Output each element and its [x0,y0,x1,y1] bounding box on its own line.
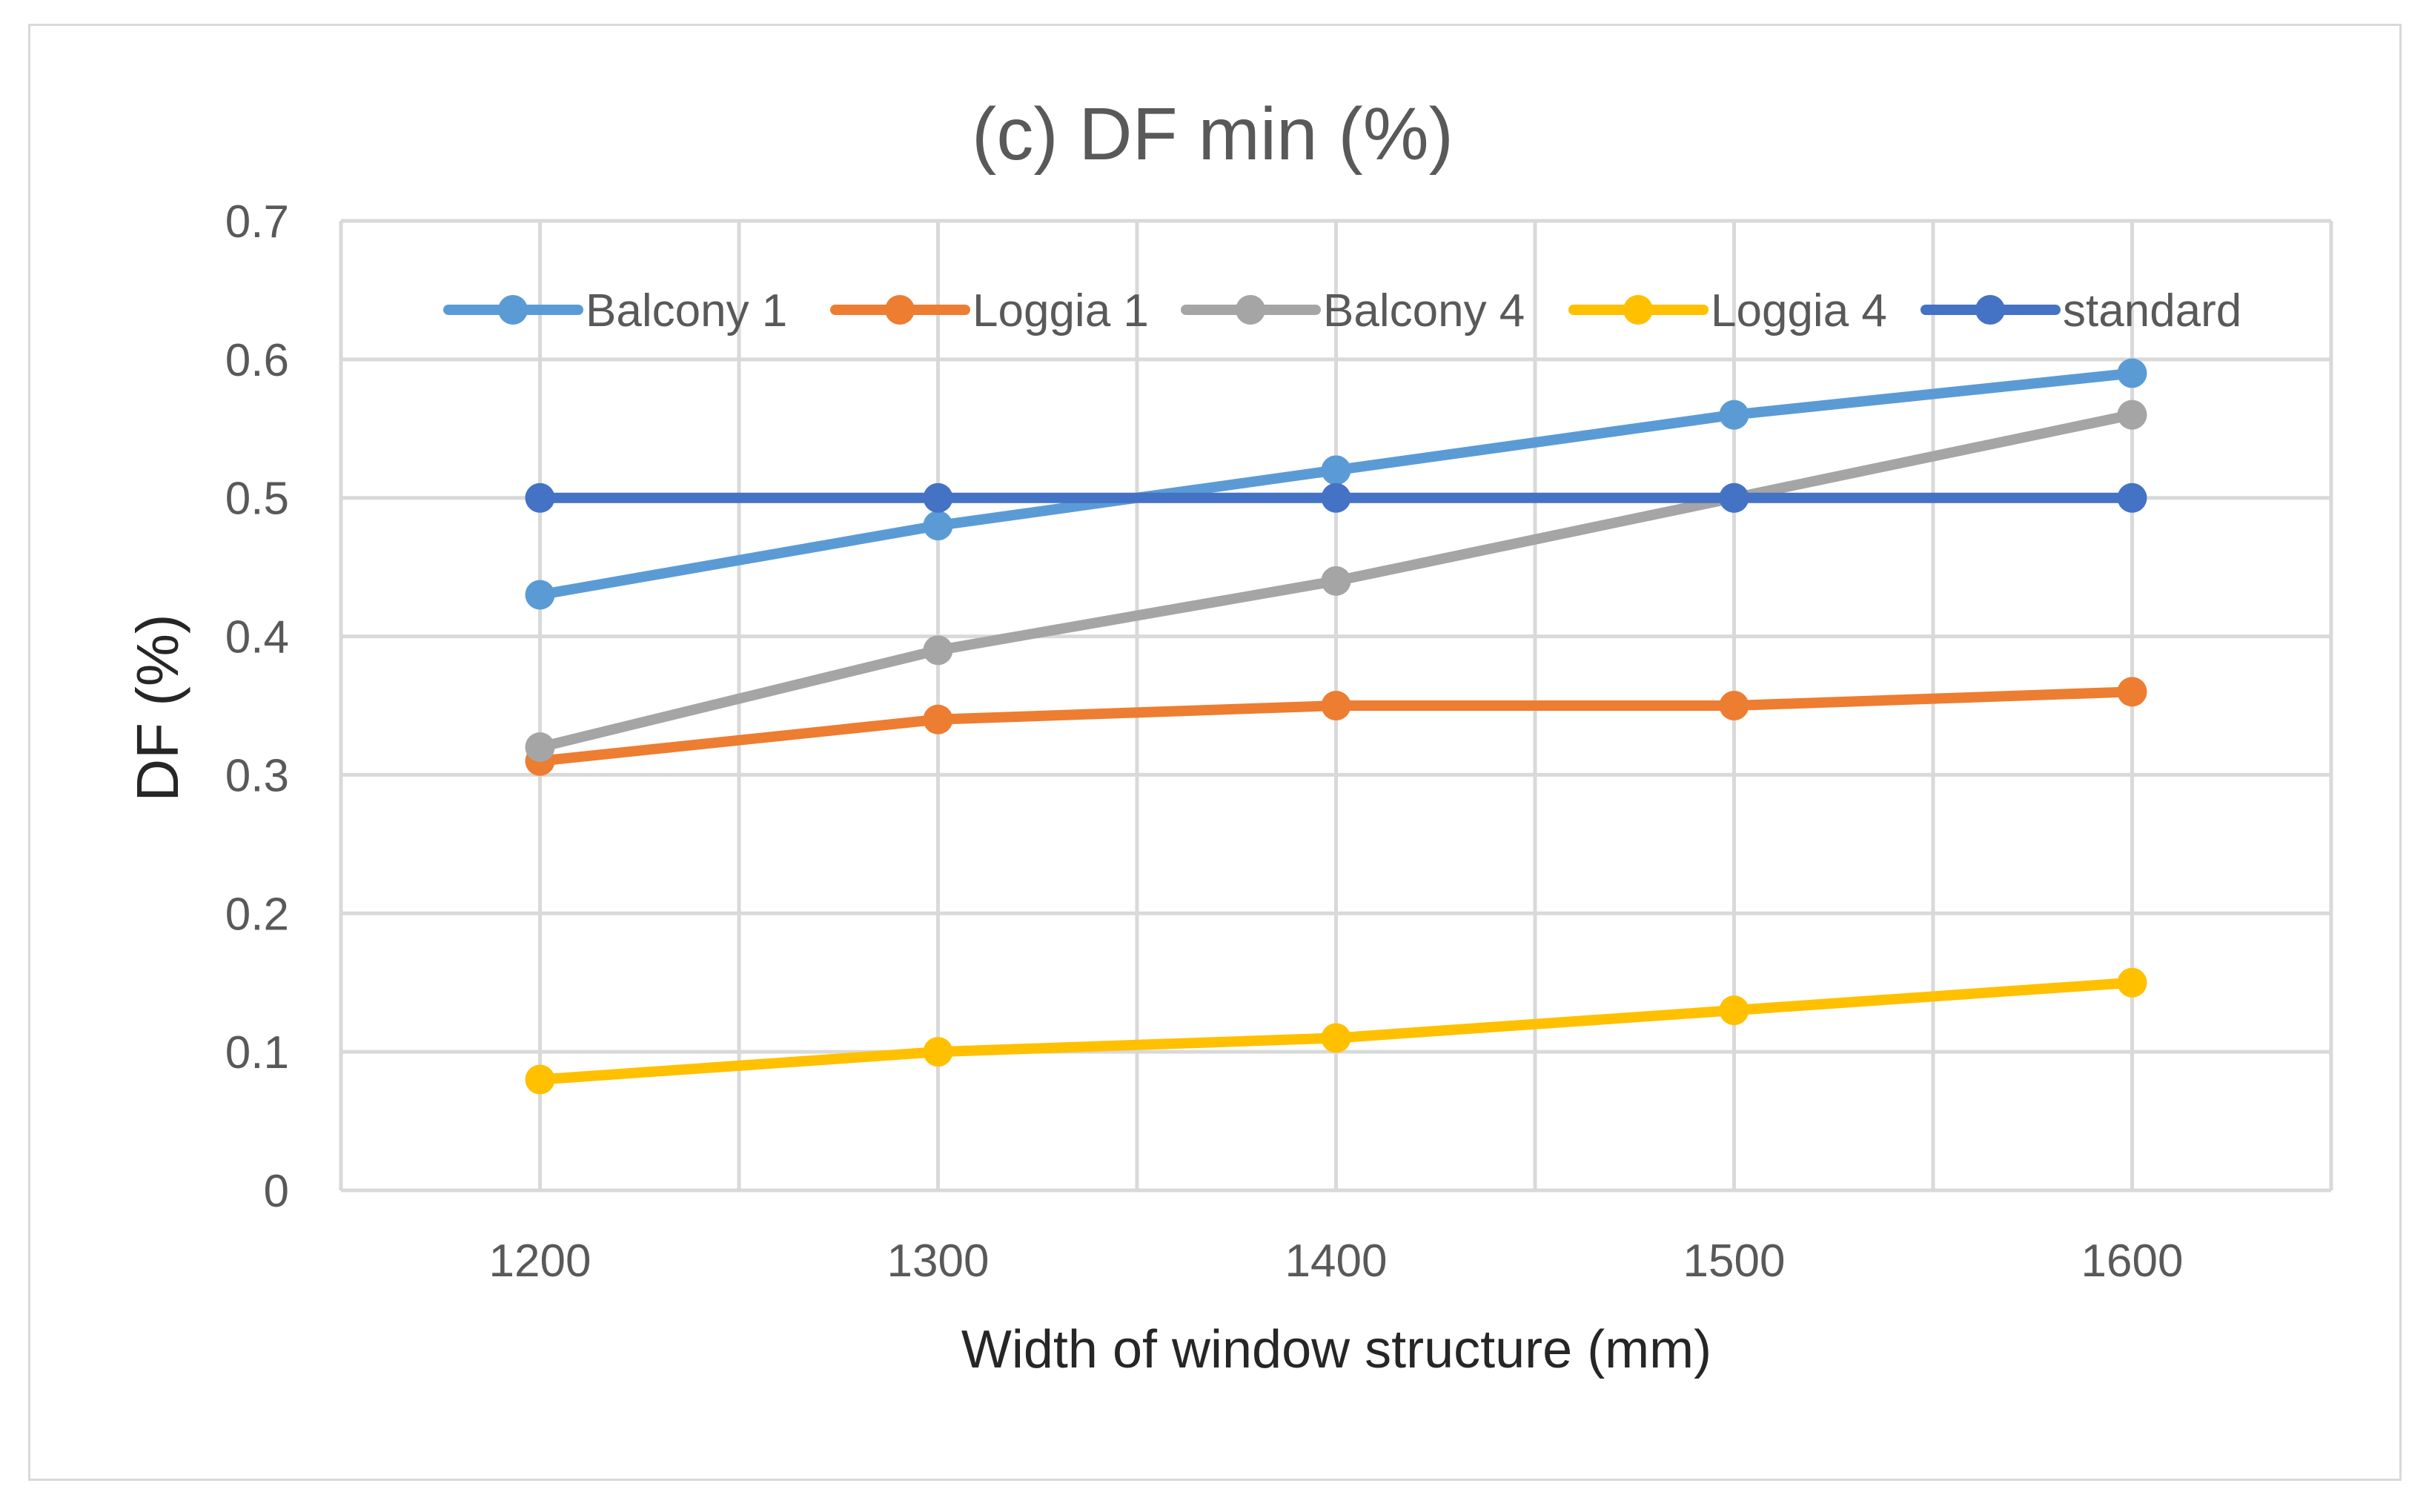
chart-frame [28,24,2402,1481]
data-point-balcony-1 [923,511,953,541]
y-tick-label: 0.5 [225,474,289,525]
data-point-balcony-4 [2117,399,2147,430]
x-axis-title: Width of window structure (mm) [961,1320,1711,1379]
legend-label-standard: standard [2063,285,2241,336]
legend: Balcony 1 Loggia 1 Balcony 4 Loggia 4 standa… [443,285,2241,336]
legend-marker-standard [1975,295,2005,325]
x-tick-label: 1300 [887,1236,990,1287]
series-lines [525,358,2147,1095]
data-point-loggia-1 [2117,677,2147,707]
y-tick-label: 0 [264,1166,289,1217]
legend-label-balcony-1: Balcony 1 [586,285,787,336]
chart-title: (c) DF min (%) [972,93,1454,176]
data-point-balcony-1 [2117,358,2147,388]
data-point-balcony-4 [1321,566,1351,596]
data-point-standard [923,483,953,513]
data-point-loggia-4 [1321,1023,1351,1053]
data-point-balcony-1 [525,580,555,610]
y-tick-label: 0.6 [225,335,289,386]
legend-marker-balcony-1 [498,295,528,325]
y-axis-title: DF (%) [125,614,190,801]
data-point-loggia-4 [1719,995,1749,1026]
data-point-loggia-4 [2117,967,2147,998]
data-point-balcony-1 [1321,455,1351,485]
data-point-balcony-4 [923,635,953,666]
x-tick-label: 1500 [1683,1236,1786,1287]
data-point-standard [1719,483,1749,513]
x-tick-label: 1600 [2081,1236,2184,1287]
legend-label-loggia-4: Loggia 4 [1711,285,1887,336]
legend-marker-loggia-1 [885,295,915,325]
data-point-balcony-4 [525,732,555,763]
data-point-balcony-1 [1719,399,1749,430]
data-point-loggia-1 [1321,691,1351,720]
data-point-loggia-4 [923,1037,953,1067]
y-tick-label: 0.3 [225,750,289,801]
data-point-standard [2117,483,2147,513]
data-point-loggia-1 [1719,691,1749,720]
data-point-loggia-1 [923,704,953,735]
x-axis-ticks: 1200 1300 1400 1500 1600 [489,1236,2184,1287]
data-point-loggia-4 [525,1064,555,1095]
y-tick-label: 0.4 [225,612,289,663]
legend-marker-balcony-4 [1236,295,1265,325]
y-tick-label: 0.7 [225,196,289,248]
data-point-standard [1321,483,1351,513]
y-axis-ticks: 0 0.1 0.2 0.3 0.4 0.5 0.6 0.7 [225,196,289,1217]
legend-marker-loggia-4 [1623,295,1653,325]
y-tick-label: 0.1 [225,1027,289,1078]
x-tick-label: 1400 [1285,1236,1388,1287]
y-tick-label: 0.2 [225,889,289,940]
legend-label-loggia-1: Loggia 1 [972,285,1149,336]
data-point-standard [525,483,555,513]
x-tick-label: 1200 [489,1236,591,1287]
legend-label-balcony-4: Balcony 4 [1323,285,1525,336]
